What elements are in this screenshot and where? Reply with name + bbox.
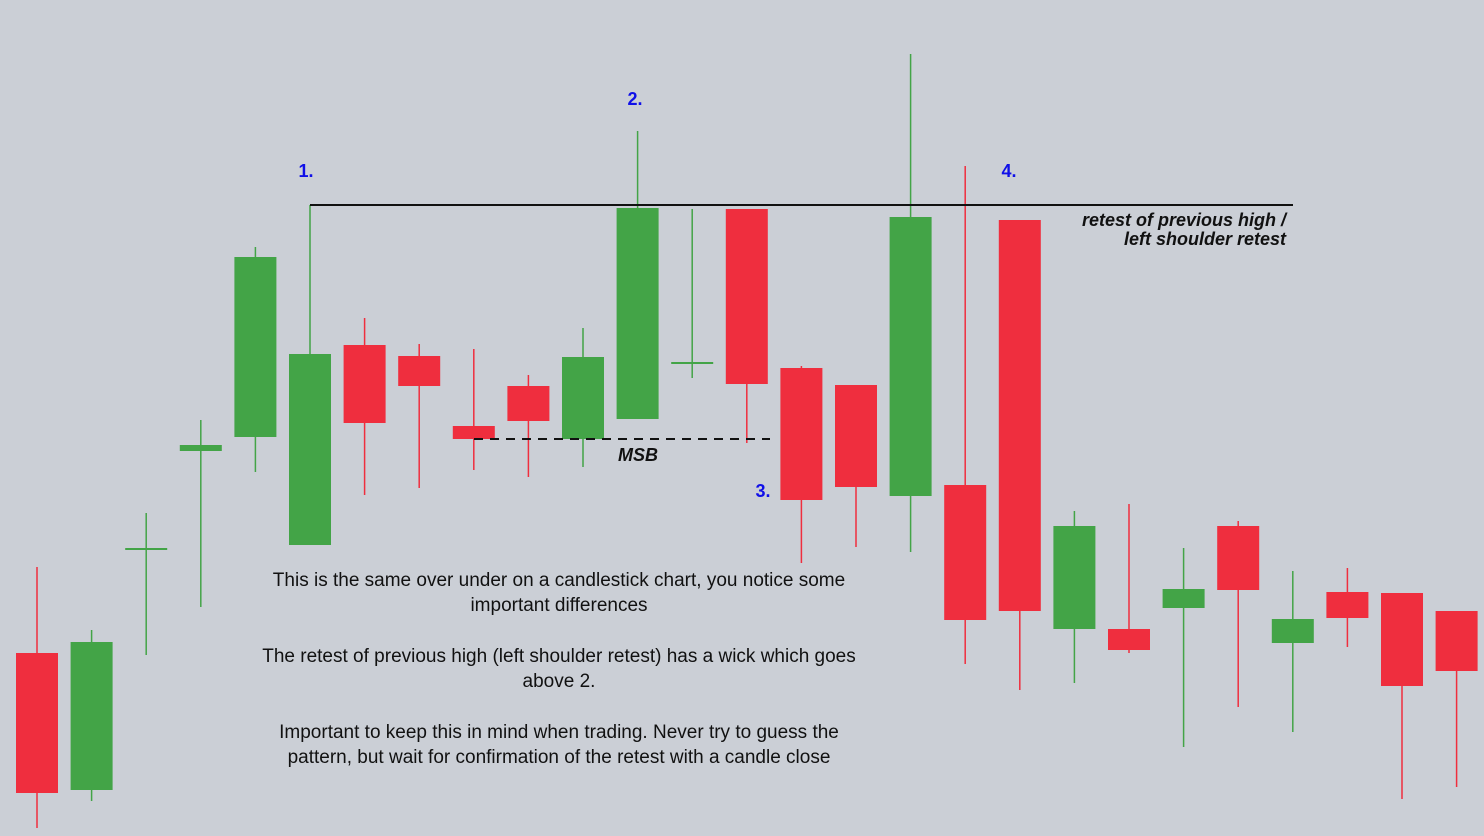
annotation-text: The retest of previous high (left should… xyxy=(262,646,856,667)
point-label: 3. xyxy=(755,481,770,501)
candle-body xyxy=(179,445,222,451)
candle-body xyxy=(398,356,441,386)
candle-body xyxy=(671,362,714,364)
candle-body xyxy=(289,354,331,545)
candle-body xyxy=(1381,593,1423,686)
candle-body xyxy=(452,426,495,439)
level-label: retest of previous high / xyxy=(1082,210,1288,230)
annotation-text: important differences xyxy=(470,595,647,616)
annotation-text: above 2. xyxy=(523,671,596,692)
candle-body xyxy=(835,385,877,487)
candle-body xyxy=(1108,629,1150,650)
candle-body xyxy=(70,642,113,790)
level-label: MSB xyxy=(618,445,658,465)
candle-body xyxy=(562,357,604,439)
candle-body xyxy=(616,208,659,419)
candle-body xyxy=(16,653,58,793)
candle-body xyxy=(1053,526,1096,629)
point-label: 1. xyxy=(298,161,313,181)
candle-body xyxy=(125,548,168,550)
candle-body xyxy=(725,209,768,384)
point-label: 4. xyxy=(1001,161,1016,181)
level-label: left shoulder retest xyxy=(1124,229,1287,249)
candle-body xyxy=(944,485,987,620)
candle-body xyxy=(507,386,550,421)
candle-body xyxy=(1435,611,1478,671)
candle-body xyxy=(780,368,823,500)
candle-body xyxy=(1217,526,1260,590)
annotation-text: This is the same over under on a candles… xyxy=(273,570,845,591)
candle-body xyxy=(234,257,277,437)
candle-body xyxy=(998,220,1041,611)
annotation-text: pattern, but wait for confirmation of th… xyxy=(288,747,831,768)
candle-body xyxy=(1162,589,1205,608)
candle-body xyxy=(1271,619,1314,643)
point-label: 2. xyxy=(627,89,642,109)
candle-body xyxy=(889,217,932,496)
annotation-text: Important to keep this in mind when trad… xyxy=(279,722,839,743)
candle-body xyxy=(1326,592,1369,618)
candle-body xyxy=(343,345,386,423)
